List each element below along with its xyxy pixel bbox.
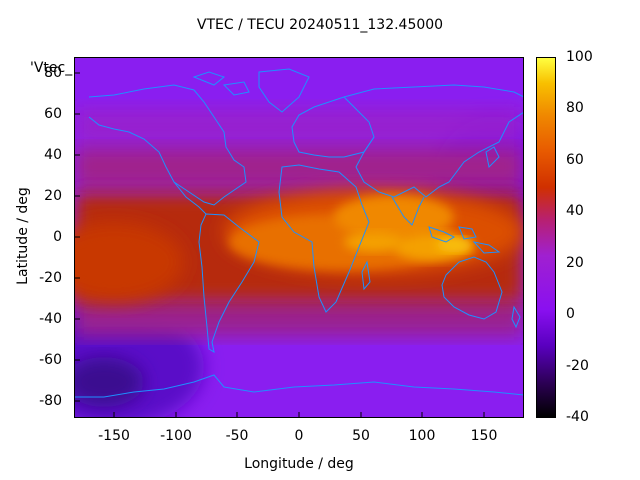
y-tick-label: -60 (39, 352, 62, 368)
x-tick-label: 0 (294, 428, 304, 444)
x-tick-label: 100 (408, 428, 436, 444)
plot-title: VTEC / TECU 20240511_132.45000 (196, 17, 444, 33)
colorbar-tick-label: -20 (566, 358, 589, 374)
y-tick-label: -80 (39, 393, 62, 409)
x-tick-label: 50 (352, 428, 370, 444)
colorbar (536, 57, 556, 418)
y-tick-label: 0 (53, 229, 62, 245)
colorbar-tick-label: 0 (566, 306, 575, 322)
coastlines (74, 68, 524, 398)
y-axis-label: Latitude / deg (15, 187, 31, 285)
y-tick-label: 60 (44, 106, 62, 122)
colorbar-tick-label: 60 (566, 152, 584, 168)
x-tick-label: 150 (470, 428, 498, 444)
x-tick-label: -150 (98, 428, 130, 444)
stray-legend-label: 'Vtec_ (30, 60, 73, 76)
y-tick-label: 20 (44, 188, 62, 204)
colorbar-tick-label: 80 (566, 100, 584, 116)
colorbar-tick-label: 100 (566, 49, 593, 65)
colorbar-tick-label: 20 (566, 255, 584, 271)
colorbar-tick-label: 40 (566, 203, 584, 219)
x-tick-label: -50 (225, 428, 249, 444)
y-tick-label: -40 (39, 311, 62, 327)
tick-marks (74, 72, 485, 418)
y-tick-label: 40 (44, 147, 62, 163)
x-axis-label: Longitude / deg (244, 456, 354, 472)
x-tick-label: -100 (160, 428, 192, 444)
colorbar-tick-label: -40 (566, 409, 589, 425)
vtec-field (74, 57, 524, 418)
vtec-map (74, 57, 524, 418)
y-tick-label: 80 (44, 65, 62, 81)
y-tick-label: -20 (39, 270, 62, 286)
